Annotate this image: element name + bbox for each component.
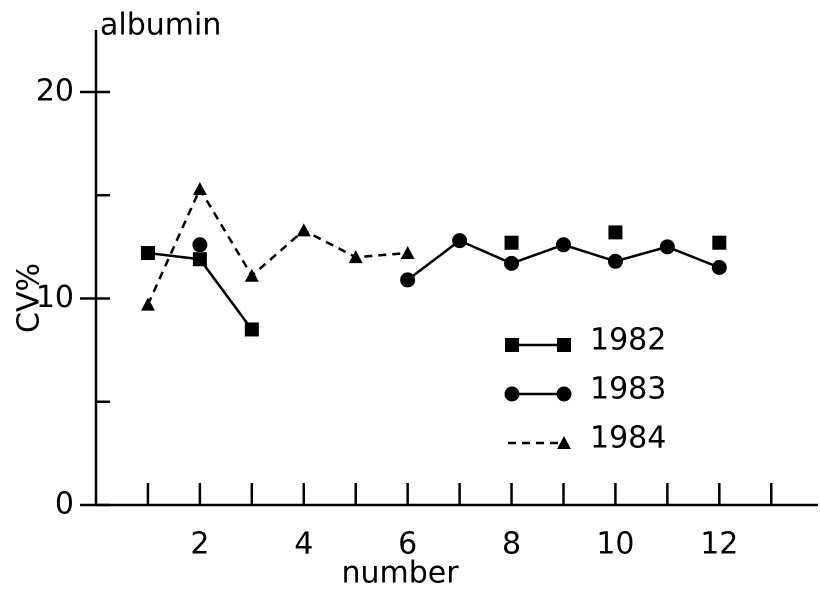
- marker-circle: [504, 255, 520, 271]
- legend-label: 1984: [590, 421, 666, 456]
- legend-label: 1982: [590, 323, 666, 358]
- marker-square: [192, 252, 207, 267]
- marker-circle: [555, 237, 571, 253]
- marker-square: [505, 338, 519, 352]
- marker-circle: [607, 253, 623, 269]
- marker-square: [140, 246, 155, 261]
- y-tick-label: 10: [36, 280, 74, 315]
- marker-square: [557, 338, 571, 352]
- marker-triangle: [557, 436, 571, 449]
- marker-circle: [192, 237, 208, 253]
- marker-triangle: [348, 250, 363, 264]
- x-tick-label: 10: [596, 527, 634, 562]
- marker-triangle: [192, 182, 207, 196]
- marker-circle: [659, 239, 675, 255]
- marker-square: [608, 225, 623, 240]
- marker-circle: [452, 233, 468, 249]
- marker-triangle: [400, 246, 415, 260]
- marker-circle: [504, 386, 520, 402]
- x-tick-label: 2: [190, 527, 209, 562]
- x-tick-label: 8: [502, 527, 521, 562]
- legend-label: 1983: [590, 372, 666, 407]
- marker-triangle: [296, 223, 311, 237]
- marker-triangle: [140, 297, 155, 311]
- marker-circle: [400, 272, 416, 288]
- x-tick-label: 6: [398, 527, 417, 562]
- x-axis-label: number: [341, 556, 459, 591]
- marker-square: [504, 235, 519, 250]
- marker-triangle: [244, 268, 259, 282]
- y-tick-label: 0: [55, 487, 74, 522]
- chart-title: albumin: [100, 8, 221, 43]
- marker-square: [712, 235, 727, 250]
- marker-circle: [556, 386, 572, 402]
- marker-square: [244, 322, 259, 337]
- y-tick-label: 20: [36, 73, 74, 108]
- series-line: [146, 186, 408, 306]
- marker-circle: [711, 260, 727, 275]
- y-axis-label: CV%: [12, 263, 47, 333]
- x-tick-label: 12: [700, 527, 738, 562]
- x-tick-label: 4: [294, 527, 313, 562]
